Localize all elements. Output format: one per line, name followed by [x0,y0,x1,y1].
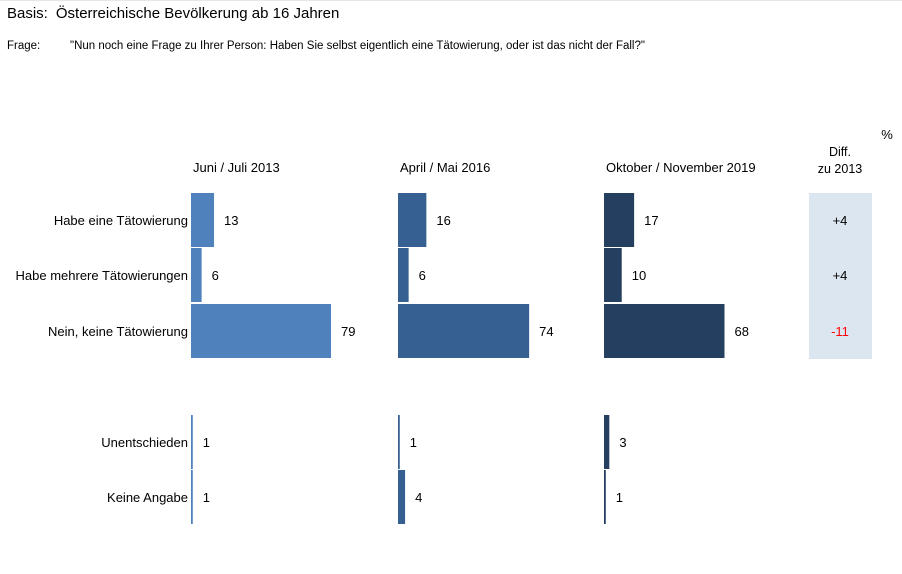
bar [604,470,606,524]
bar-value-label: 74 [539,324,553,339]
series-header: Oktober / November 2019 [606,160,756,175]
basis-line: Basis: Österreichische Bevölkerung ab 16 … [7,5,339,22]
category-label: Habe mehrere Tätowierungen [16,268,188,283]
diff-value: +4 [833,268,848,283]
bar-value-label: 16 [436,213,450,228]
bar-value-label: 4 [415,490,422,505]
series-header: Juni / Juli 2013 [193,160,280,175]
bar-value-label: 6 [419,268,426,283]
bar-value-label: 1 [410,435,417,450]
diff-value: +4 [833,213,848,228]
bar-value-label: 17 [644,213,658,228]
bar [604,248,622,302]
bar [191,248,202,302]
bar [191,304,331,358]
basis-text: Österreichische Bevölkerung ab 16 Jahren [55,5,340,22]
bar-value-label: 3 [619,435,626,450]
bar-value-label: 13 [224,213,238,228]
diff-column-background [809,193,872,359]
category-label: Nein, keine Tätowierung [48,324,188,339]
bar [398,193,427,247]
category-label: Keine Angabe [107,490,188,505]
bar-value-label: 1 [203,490,210,505]
basis-label: Basis: [7,5,48,22]
bar [398,415,400,469]
bar-value-label: 10 [632,268,646,283]
bar [398,248,409,302]
bar [191,415,193,469]
category-label: Habe eine Tätowierung [54,213,188,228]
bar-value-label: 68 [735,324,749,339]
bar [604,304,725,358]
bar-value-label: 79 [341,324,355,339]
bar-value-label: 1 [203,435,210,450]
bar [398,304,530,358]
series-header: April / Mai 2016 [400,160,490,175]
question-line: Frage: "Nun noch eine Frage zu Ihrer Per… [7,40,645,52]
category-label: Unentschieden [101,435,188,450]
unit-label: % [881,127,893,142]
diff-title-line1: Diff. [829,145,851,159]
frage-label: Frage: [7,40,41,52]
bar [398,470,406,524]
diff-title-line2: zu 2013 [818,162,863,176]
question-text: "Nun noch eine Frage zu Ihrer Person: Ha… [70,40,645,52]
bar-value-label: 1 [616,490,623,505]
top-divider [0,0,902,1]
bar-value-label: 6 [212,268,219,283]
bar [191,470,193,524]
diff-value: -11 [831,324,849,339]
bar [191,193,215,247]
bar [604,415,610,469]
bar [604,193,635,247]
